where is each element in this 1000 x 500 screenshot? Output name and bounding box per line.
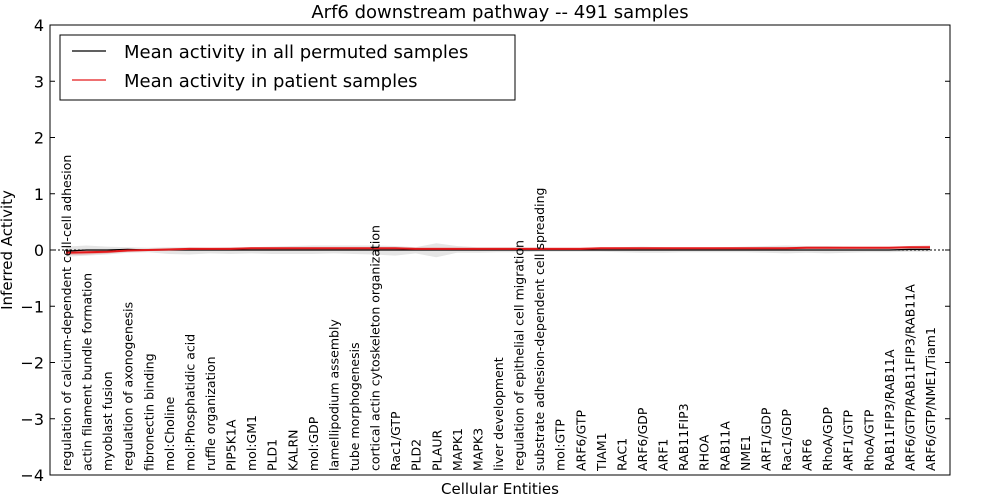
x-tick-label: ARF6/GTP/RAB11FIP3/RAB11A <box>902 284 917 471</box>
series-line-permuted <box>65 248 930 252</box>
x-tick-label: fibronectin binding <box>141 353 156 471</box>
x-tick-label: NME1 <box>738 435 753 471</box>
x-tick-label: PIP5K1A <box>224 419 239 471</box>
x-tick-label: MAPK1 <box>450 428 465 471</box>
y-tick-label: 0 <box>34 241 44 260</box>
y-tick-label: −1 <box>20 297 44 316</box>
x-tick-label: RHOA <box>697 434 712 471</box>
x-tick-label: KALRN <box>285 429 300 471</box>
x-tick-label: regulation of epithelial cell migration <box>512 240 527 471</box>
y-tick-label: 3 <box>34 72 44 91</box>
x-tick-label: ARF1/GTP <box>841 410 856 471</box>
x-tick-label: ARF6/GDP <box>635 407 650 471</box>
series-line-patient <box>65 246 930 254</box>
x-tick-label: mol:Choline <box>162 396 177 471</box>
x-tick-label: mol:GDP <box>306 416 321 471</box>
x-tick-label: MAPK3 <box>470 428 485 471</box>
x-tick-label: regulation of axonogenesis <box>121 302 136 471</box>
y-tick-label: −4 <box>20 466 44 485</box>
legend-label-permuted: Mean activity in all permuted samples <box>124 42 468 63</box>
legend-box <box>59 34 516 101</box>
x-tick-label: ARF6/GTP <box>573 410 588 471</box>
y-tick-label: 2 <box>34 129 44 148</box>
series-lines <box>65 246 930 254</box>
x-tick-label: mol:GM1 <box>244 415 259 471</box>
x-tick-label: RAB11FIP3/RAB11A <box>882 349 897 471</box>
x-tick-label: mol:GTP <box>553 419 568 471</box>
x-axis-category-labels: regulation of calcium-dependent cell-cel… <box>59 155 938 472</box>
x-tick-label: PLD1 <box>265 439 280 471</box>
x-tick-label: Rac1/GDP <box>779 409 794 471</box>
x-tick-label: PLAUR <box>429 430 444 471</box>
y-tick-label: −3 <box>20 410 44 429</box>
x-tick-label: TIAM1 <box>594 432 609 472</box>
x-tick-label: PLD2 <box>409 439 424 471</box>
x-tick-label: ARF1/GDP <box>758 407 773 471</box>
y-tick-label: 1 <box>34 185 44 204</box>
y-axis: −4 −3 −2 −1 0 1 2 3 4 <box>20 16 950 485</box>
x-tick-label: actin filament bundle formation <box>80 273 95 471</box>
x-tick-label: ruffle organization <box>203 356 218 471</box>
chart-title: Arf6 downstream pathway -- 491 samples <box>311 2 688 23</box>
x-tick-label: Rac1/GTP <box>388 411 403 471</box>
y-tick-label: 4 <box>34 16 44 35</box>
x-tick-label: RhoA/GTP <box>861 409 876 471</box>
x-tick-label: lamellipodium assembly <box>326 319 341 471</box>
legend-label-patient: Mean activity in patient samples <box>124 71 418 92</box>
x-tick-label: ARF6 <box>800 439 815 471</box>
x-tick-label: RAC1 <box>614 438 629 471</box>
x-tick-label: myoblast fusion <box>100 371 115 471</box>
x-axis-label: Cellular Entities <box>441 480 559 498</box>
x-tick-label: regulation of calcium-dependent cell-cel… <box>59 155 74 471</box>
x-tick-label: mol:Phosphatidic acid <box>182 334 197 471</box>
x-tick-label: RhoA/GDP <box>820 407 835 471</box>
legend: Mean activity in all permuted samples Me… <box>59 34 516 101</box>
x-tick-label: substrate adhesion-dependent cell spread… <box>532 188 547 471</box>
x-tick-label: RAB11A <box>717 421 732 471</box>
y-axis-label: Inferred Activity <box>0 190 16 310</box>
x-tick-label: ARF6/GTP/NME1/Tiam1 <box>923 327 938 471</box>
x-tick-label: RAB11FIP3 <box>676 403 691 471</box>
y-tick-label: −2 <box>20 354 44 373</box>
x-tick-label: liver development <box>491 357 506 471</box>
x-tick-label: ARF1 <box>656 439 671 471</box>
x-tick-label: tube morphogenesis <box>347 342 362 471</box>
x-tick-label: cortical actin cytoskeleton organization <box>368 225 383 471</box>
